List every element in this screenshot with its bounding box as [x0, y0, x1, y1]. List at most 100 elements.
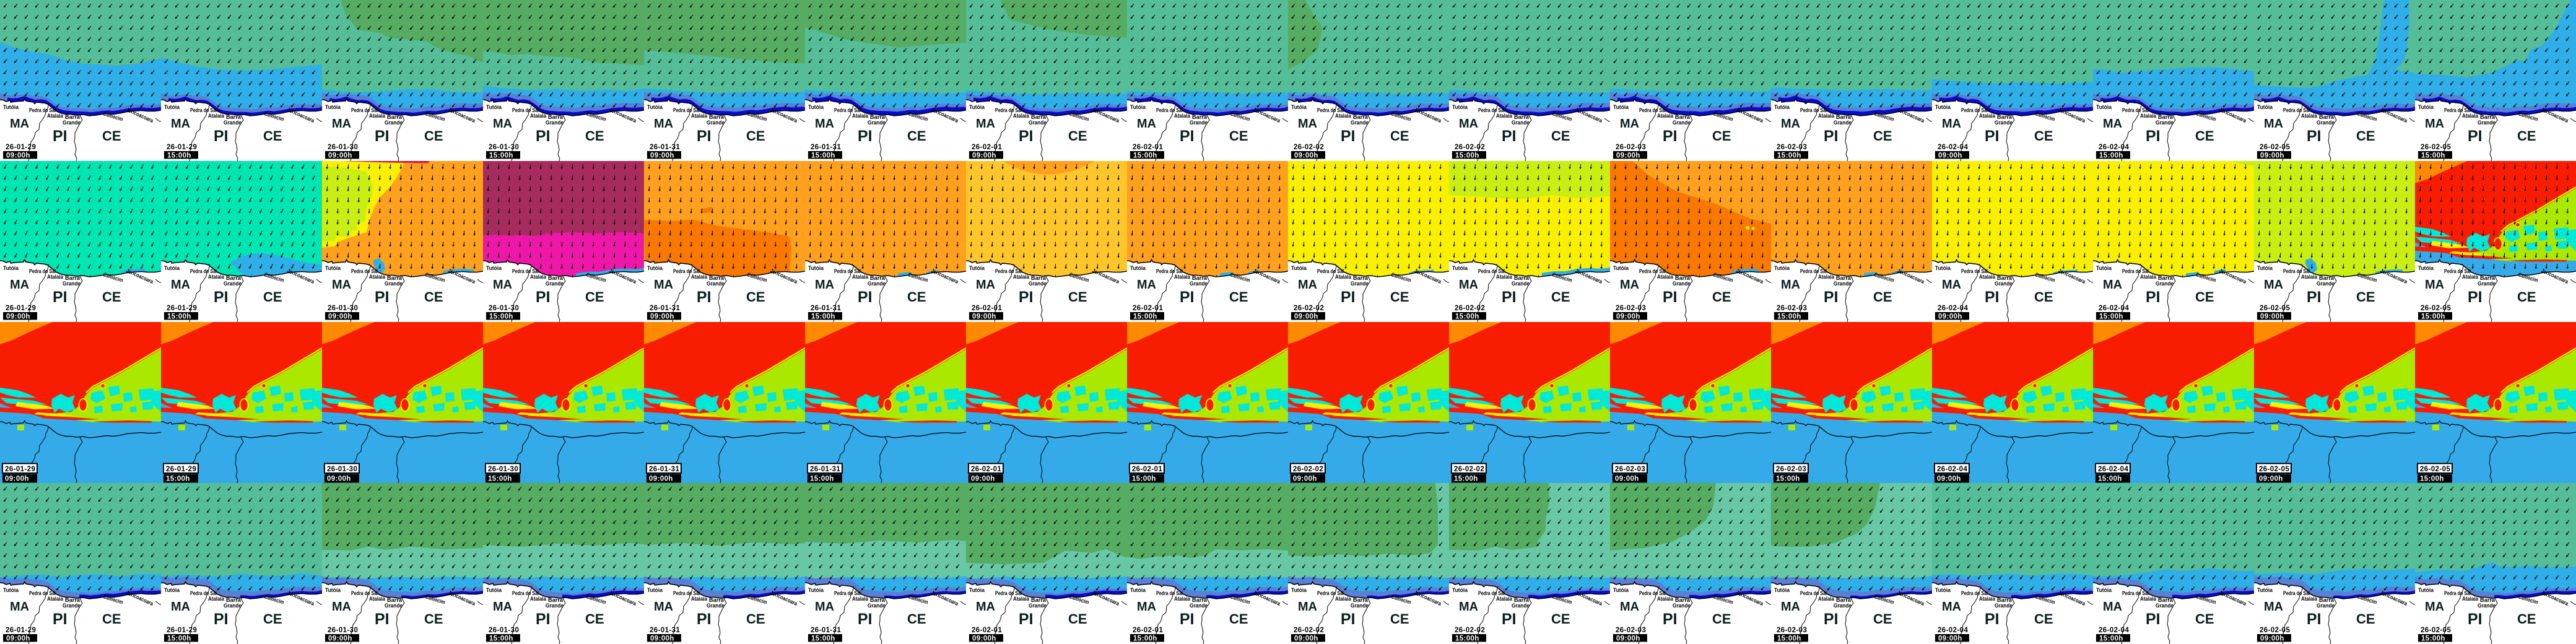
svg-text:26-02-03: 26-02-03 — [1776, 466, 1806, 473]
svg-text:26-02-01: 26-02-01 — [971, 466, 1001, 473]
svg-text:09:00h: 09:00h — [327, 476, 351, 483]
svg-text:09:00h: 09:00h — [650, 313, 674, 321]
svg-text:26-02-05: 26-02-05 — [2260, 144, 2290, 151]
svg-text:09:00h: 09:00h — [972, 152, 996, 160]
svg-text:09:00h: 09:00h — [1938, 152, 1962, 160]
svg-text:26-01-31: 26-01-31 — [650, 144, 680, 151]
svg-text:26-01-29: 26-01-29 — [167, 144, 197, 151]
svg-text:26-02-02: 26-02-02 — [1455, 305, 1485, 312]
svg-text:09:00h: 09:00h — [6, 152, 30, 160]
svg-text:26-02-04: 26-02-04 — [1938, 627, 1968, 634]
svg-text:26-02-02: 26-02-02 — [1454, 466, 1484, 473]
svg-text:26-01-31: 26-01-31 — [811, 144, 841, 151]
svg-text:26-01-29: 26-01-29 — [6, 305, 36, 312]
svg-text:09:00h: 09:00h — [6, 313, 30, 321]
svg-text:09:00h: 09:00h — [1293, 476, 1317, 483]
svg-text:26-02-02: 26-02-02 — [1293, 466, 1323, 473]
svg-text:09:00h: 09:00h — [1615, 476, 1639, 483]
svg-text:15:00h: 15:00h — [811, 635, 835, 643]
svg-text:15:00h: 15:00h — [1776, 476, 1800, 483]
svg-text:26-02-01: 26-02-01 — [972, 627, 1002, 634]
svg-text:15:00h: 15:00h — [489, 635, 513, 643]
svg-text:26-02-01: 26-02-01 — [1133, 627, 1163, 634]
svg-text:26-02-03: 26-02-03 — [1615, 466, 1645, 473]
svg-text:26-02-03: 26-02-03 — [1777, 144, 1807, 151]
svg-text:26-02-02: 26-02-02 — [1455, 627, 1485, 634]
svg-text:15:00h: 15:00h — [1133, 152, 1157, 160]
svg-text:15:00h: 15:00h — [1455, 152, 1479, 160]
svg-text:26-01-30: 26-01-30 — [328, 305, 358, 312]
svg-text:09:00h: 09:00h — [1937, 476, 1961, 483]
svg-text:15:00h: 15:00h — [1455, 635, 1479, 643]
svg-text:26-02-05: 26-02-05 — [2421, 627, 2451, 634]
svg-text:09:00h: 09:00h — [650, 635, 674, 643]
svg-text:15:00h: 15:00h — [489, 313, 513, 321]
svg-text:26-01-31: 26-01-31 — [811, 305, 841, 312]
svg-text:15:00h: 15:00h — [489, 152, 513, 160]
svg-text:26-02-03: 26-02-03 — [1777, 627, 1807, 634]
svg-text:26-02-05: 26-02-05 — [2260, 305, 2290, 312]
svg-text:26-02-04: 26-02-04 — [2099, 627, 2129, 634]
svg-text:09:00h: 09:00h — [1616, 635, 1640, 643]
svg-text:15:00h: 15:00h — [811, 152, 835, 160]
svg-text:26-01-29: 26-01-29 — [167, 305, 197, 312]
svg-text:26-01-30: 26-01-30 — [489, 627, 519, 634]
svg-text:26-02-01: 26-02-01 — [972, 305, 1002, 312]
svg-text:09:00h: 09:00h — [649, 476, 673, 483]
svg-text:15:00h: 15:00h — [1132, 476, 1156, 483]
svg-text:26-02-04: 26-02-04 — [1938, 144, 1968, 151]
svg-text:26-01-31: 26-01-31 — [810, 466, 840, 473]
svg-text:09:00h: 09:00h — [971, 476, 995, 483]
svg-text:15:00h: 15:00h — [2099, 635, 2123, 643]
svg-text:26-01-31: 26-01-31 — [649, 466, 679, 473]
svg-text:15:00h: 15:00h — [2421, 152, 2445, 160]
svg-text:09:00h: 09:00h — [972, 313, 996, 321]
svg-text:15:00h: 15:00h — [810, 476, 834, 483]
svg-text:26-01-30: 26-01-30 — [328, 144, 358, 151]
svg-text:26-02-05: 26-02-05 — [2421, 144, 2451, 151]
svg-text:26-02-01: 26-02-01 — [1132, 466, 1162, 473]
svg-text:09:00h: 09:00h — [2260, 313, 2284, 321]
svg-text:26-01-30: 26-01-30 — [327, 466, 357, 473]
svg-text:26-01-30: 26-01-30 — [489, 305, 519, 312]
svg-text:09:00h: 09:00h — [2259, 476, 2283, 483]
svg-text:26-01-29: 26-01-29 — [6, 144, 36, 151]
svg-text:15:00h: 15:00h — [811, 313, 835, 321]
svg-text:26-02-01: 26-02-01 — [1133, 144, 1163, 151]
svg-text:26-02-04: 26-02-04 — [2098, 466, 2128, 473]
svg-text:09:00h: 09:00h — [1938, 313, 1962, 321]
svg-text:15:00h: 15:00h — [2099, 313, 2123, 321]
svg-text:15:00h: 15:00h — [2421, 313, 2445, 321]
svg-text:15:00h: 15:00h — [1777, 152, 1801, 160]
svg-text:26-02-02: 26-02-02 — [1294, 305, 1324, 312]
svg-text:26-01-30: 26-01-30 — [328, 627, 358, 634]
svg-text:26-02-02: 26-02-02 — [1294, 144, 1324, 151]
svg-text:09:00h: 09:00h — [972, 635, 996, 643]
svg-text:15:00h: 15:00h — [167, 152, 191, 160]
svg-text:26-02-03: 26-02-03 — [1777, 305, 1807, 312]
svg-text:09:00h: 09:00h — [1294, 635, 1318, 643]
svg-text:09:00h: 09:00h — [328, 635, 352, 643]
svg-text:26-02-01: 26-02-01 — [972, 144, 1002, 151]
svg-text:26-01-30: 26-01-30 — [489, 144, 519, 151]
svg-text:09:00h: 09:00h — [1616, 313, 1640, 321]
svg-text:09:00h: 09:00h — [2260, 635, 2284, 643]
svg-text:15:00h: 15:00h — [1133, 313, 1157, 321]
svg-text:26-02-02: 26-02-02 — [1455, 144, 1485, 151]
svg-text:09:00h: 09:00h — [1616, 152, 1640, 160]
svg-text:26-01-29: 26-01-29 — [5, 466, 35, 473]
svg-text:15:00h: 15:00h — [1455, 313, 1479, 321]
svg-text:26-02-05: 26-02-05 — [2421, 305, 2451, 312]
svg-text:26-02-02: 26-02-02 — [1294, 627, 1324, 634]
svg-text:26-01-29: 26-01-29 — [6, 627, 36, 634]
svg-text:26-02-05: 26-02-05 — [2420, 466, 2450, 473]
svg-text:15:00h: 15:00h — [1454, 476, 1478, 483]
svg-text:09:00h: 09:00h — [1294, 313, 1318, 321]
svg-text:09:00h: 09:00h — [2260, 152, 2284, 160]
svg-text:09:00h: 09:00h — [1938, 635, 1962, 643]
svg-text:26-02-03: 26-02-03 — [1616, 144, 1646, 151]
svg-text:26-01-29: 26-01-29 — [167, 627, 197, 634]
svg-text:15:00h: 15:00h — [1777, 313, 1801, 321]
svg-text:26-02-03: 26-02-03 — [1616, 627, 1646, 634]
svg-text:26-01-31: 26-01-31 — [811, 627, 841, 634]
